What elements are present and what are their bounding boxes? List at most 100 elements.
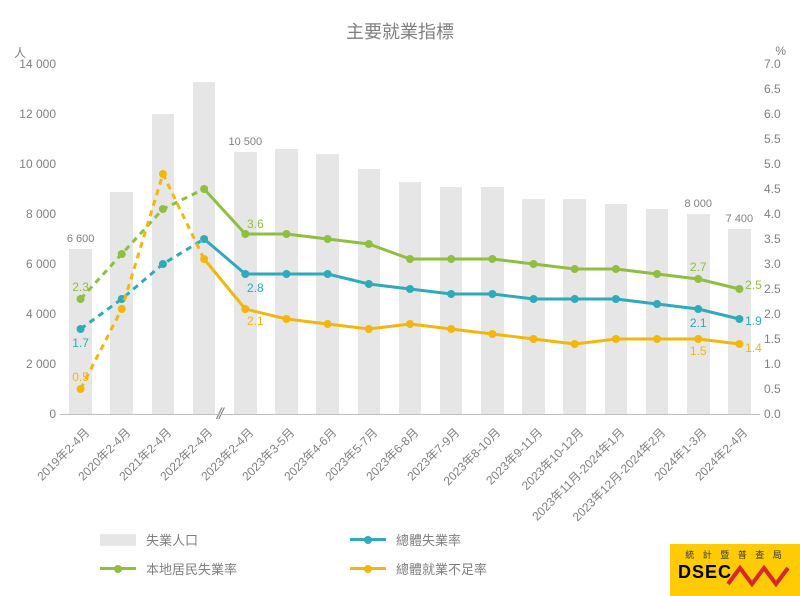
series-marker — [200, 185, 208, 193]
series-marker — [447, 325, 455, 333]
y2-tick: 6.0 — [764, 107, 781, 121]
series-marker — [571, 295, 579, 303]
y2-axis-label: % — [775, 44, 786, 58]
line-value-label: 2.1 — [690, 316, 707, 330]
lines-layer — [60, 64, 760, 414]
series-marker — [653, 270, 661, 278]
series-marker — [241, 270, 249, 278]
y2-tick: 0.0 — [764, 407, 781, 421]
series-marker — [324, 320, 332, 328]
series-marker — [530, 260, 538, 268]
series-marker — [159, 170, 167, 178]
employment-chart: 主要就業指標 人 % 6 60010 5008 0007 400//1.72.8… — [0, 0, 800, 596]
y1-tick: 8 000 — [6, 207, 56, 221]
series-marker — [447, 290, 455, 298]
y1-tick: 0 — [6, 407, 56, 421]
x-axis-labels: 2019年2-4月2020年2-4月2021年2-4月2022年2-4月2023… — [60, 420, 760, 530]
series-marker — [488, 330, 496, 338]
series-marker — [77, 385, 85, 393]
y2-tick: 3.5 — [764, 232, 781, 246]
dsec-logo-main-text: DSEC — [678, 562, 732, 583]
series-marker — [200, 235, 208, 243]
series-marker — [488, 290, 496, 298]
line-value-label: 0.5 — [72, 370, 89, 384]
series-marker — [406, 320, 414, 328]
line-value-label: 2.1 — [247, 314, 264, 328]
legend-label: 總體就業不足率 — [396, 559, 487, 578]
y2-tick: 4.0 — [764, 207, 781, 221]
series-marker — [159, 260, 167, 268]
series-marker — [612, 295, 620, 303]
series-marker — [612, 265, 620, 273]
y2-tick: 2.5 — [764, 282, 781, 296]
series-marker — [365, 240, 373, 248]
series-marker — [694, 335, 702, 343]
legend-swatch-bar — [100, 534, 136, 546]
dsec-logo: 統 計 暨 普 查 局 DSEC — [670, 544, 800, 596]
series-marker — [612, 335, 620, 343]
legend-label: 本地居民失業率 — [146, 559, 237, 578]
legend-item: 失業人口 — [100, 530, 350, 549]
series-marker — [530, 335, 538, 343]
series-marker — [324, 270, 332, 278]
series-marker — [653, 335, 661, 343]
series-marker — [406, 285, 414, 293]
series-marker — [530, 295, 538, 303]
legend-label: 總體失業率 — [396, 530, 461, 549]
series-marker — [118, 250, 126, 258]
y2-tick: 5.5 — [764, 132, 781, 146]
y2-tick: 5.0 — [764, 157, 781, 171]
y2-tick: 1.5 — [764, 332, 781, 346]
series-marker — [653, 300, 661, 308]
series-marker — [365, 325, 373, 333]
series-marker — [694, 275, 702, 283]
dsec-logo-zigzag-icon — [726, 562, 796, 592]
line-value-label: 2.3 — [72, 280, 89, 294]
legend-item: 總體失業率 — [350, 530, 600, 549]
y2-tick: 7.0 — [764, 57, 781, 71]
series-marker — [488, 255, 496, 263]
legend-swatch-line — [350, 538, 386, 541]
y2-tick: 1.0 — [764, 357, 781, 371]
y1-tick: 4 000 — [6, 307, 56, 321]
chart-title: 主要就業指標 — [0, 18, 800, 44]
series-marker — [324, 235, 332, 243]
legend-item: 總體就業不足率 — [350, 559, 600, 578]
y1-tick: 12 000 — [6, 107, 56, 121]
series-marker — [118, 305, 126, 313]
legend-swatch-line — [350, 567, 386, 570]
series-marker — [735, 315, 743, 323]
series-marker — [282, 315, 290, 323]
y2-tick: 4.5 — [764, 182, 781, 196]
series-line — [81, 239, 205, 329]
series-marker — [365, 280, 373, 288]
line-value-label: 1.9 — [745, 314, 762, 328]
y1-tick: 10 000 — [6, 157, 56, 171]
legend-label: 失業人口 — [146, 530, 198, 549]
y1-tick: 2 000 — [6, 357, 56, 371]
y2-tick: 3.0 — [764, 257, 781, 271]
legend-item: 本地居民失業率 — [100, 559, 350, 578]
legend-swatch-line — [100, 567, 136, 570]
line-value-label: 2.7 — [690, 260, 707, 274]
series-marker — [406, 255, 414, 263]
line-value-label: 1.7 — [72, 336, 89, 350]
series-marker — [735, 285, 743, 293]
series-marker — [571, 265, 579, 273]
line-value-label: 1.4 — [745, 341, 762, 355]
y1-tick: 14 000 — [6, 57, 56, 71]
y2-tick: 6.5 — [764, 82, 781, 96]
y2-tick: 0.5 — [764, 382, 781, 396]
series-marker — [159, 205, 167, 213]
series-marker — [241, 305, 249, 313]
series-marker — [282, 270, 290, 278]
series-marker — [282, 230, 290, 238]
series-marker — [77, 325, 85, 333]
series-marker — [447, 255, 455, 263]
line-value-label: 3.6 — [247, 217, 264, 231]
line-value-label: 2.5 — [745, 278, 762, 292]
series-marker — [571, 340, 579, 348]
y1-tick: 6 000 — [6, 257, 56, 271]
line-value-label: 1.5 — [690, 344, 707, 358]
plot-area: 6 60010 5008 0007 400//1.72.82.11.92.33.… — [60, 64, 760, 414]
